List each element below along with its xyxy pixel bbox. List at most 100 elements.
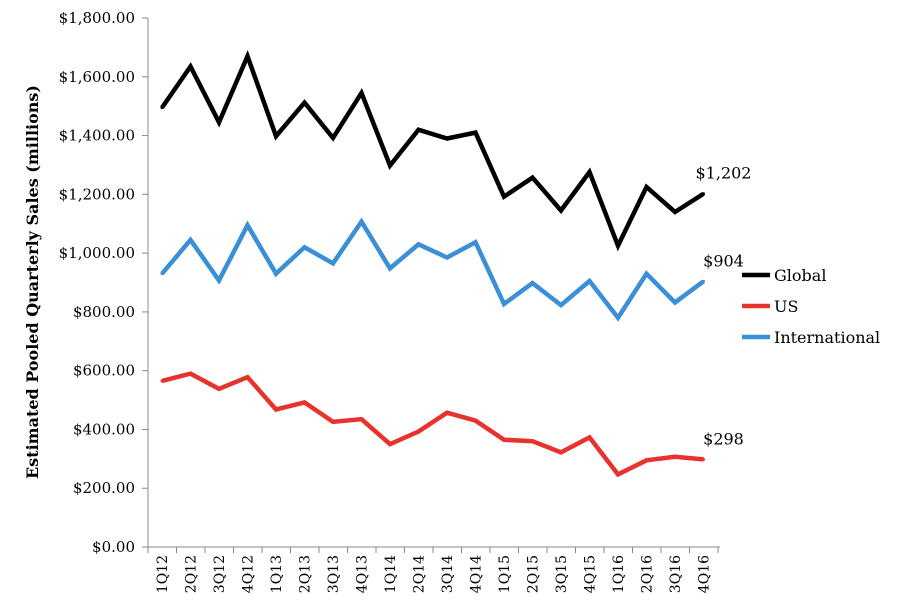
data-point-us xyxy=(502,438,506,442)
data-point-us xyxy=(274,407,278,411)
data-point-global xyxy=(274,134,278,138)
y-tick-label: $600.00 xyxy=(73,362,135,380)
data-point-us xyxy=(246,375,249,379)
y-axis: $0.00 $200.00 $400.00 $600.00 $800.00 $1,000.… xyxy=(59,9,149,556)
data-point-international xyxy=(445,256,449,260)
data-point-us xyxy=(588,435,591,439)
data-point-global xyxy=(588,170,591,174)
x-axis: 1Q12 2Q12 3Q12 4Q12 1Q13 2Q13 3Q13 4Q13 1Q14 2Q14… xyxy=(147,546,720,593)
data-point-international xyxy=(274,272,278,276)
data-point-us xyxy=(559,450,563,454)
x-tick-label: 3Q15 xyxy=(554,555,570,593)
data-point-international xyxy=(246,223,249,227)
x-tick-label: 2Q15 xyxy=(526,555,542,593)
y-tick-label: $800.00 xyxy=(73,303,135,321)
data-point-global xyxy=(160,106,164,110)
x-tick-label: 1Q15 xyxy=(497,555,513,593)
data-point-global xyxy=(417,128,420,132)
data-point-international xyxy=(331,261,335,265)
y-tick-label: $1,400.00 xyxy=(59,127,135,145)
annotation-layer: $1,202 $904 $298 xyxy=(696,164,752,449)
data-point-international xyxy=(559,303,563,307)
series-line-us xyxy=(161,371,704,478)
data-point-us xyxy=(217,387,221,391)
legend: Global US International xyxy=(742,266,880,347)
data-point-us xyxy=(673,455,677,459)
data-point-global xyxy=(360,91,363,95)
data-point-international xyxy=(474,240,477,244)
legend-label-international: International xyxy=(774,328,880,347)
data-point-us xyxy=(417,430,420,434)
data-point-us xyxy=(331,420,335,424)
x-tick-label: 3Q13 xyxy=(326,555,342,593)
data-point-global xyxy=(474,131,477,135)
x-tick-label: 3Q14 xyxy=(440,555,456,593)
data-point-us xyxy=(303,400,306,404)
data-point-global xyxy=(217,120,221,124)
data-point-global xyxy=(616,244,620,248)
data-point-global xyxy=(702,192,705,196)
data-point-international xyxy=(303,245,306,249)
x-tick-label: 4Q16 xyxy=(697,555,713,593)
x-tick-label: 3Q16 xyxy=(668,555,684,593)
data-point-global xyxy=(645,185,648,189)
y-axis-label: Estimated Pooled Quarterly Sales (millio… xyxy=(23,85,42,479)
data-point-us xyxy=(189,372,192,376)
data-point-us xyxy=(702,457,705,461)
x-tick-label: 2Q13 xyxy=(298,555,314,593)
y-tick-label: $1,600.00 xyxy=(59,68,135,86)
data-point-global xyxy=(502,195,506,199)
data-point-us xyxy=(474,419,477,423)
data-point-international xyxy=(702,279,705,283)
data-point-international xyxy=(673,300,677,304)
x-tick-label: 4Q15 xyxy=(583,555,599,593)
data-point-global xyxy=(388,164,392,168)
data-point-global xyxy=(331,136,335,140)
data-point-us xyxy=(360,417,363,421)
series-layer xyxy=(160,50,705,478)
data-point-global xyxy=(531,176,534,180)
data-point-international xyxy=(502,302,506,306)
x-tick-label: 4Q14 xyxy=(469,555,485,593)
y-tick-label: $400.00 xyxy=(73,420,135,438)
x-tick-label: 1Q13 xyxy=(269,555,285,593)
data-point-international xyxy=(531,281,534,285)
x-tick-label: 3Q12 xyxy=(212,555,228,593)
data-point-us xyxy=(616,472,620,476)
data-point-global xyxy=(445,136,449,140)
data-point-international xyxy=(645,272,648,276)
y-tick-label: $0.00 xyxy=(92,538,135,556)
x-tick-label: 4Q13 xyxy=(355,555,371,593)
data-point-global xyxy=(303,101,306,105)
end-value-label: $298 xyxy=(703,429,744,448)
data-point-us xyxy=(645,458,648,462)
data-point-international xyxy=(588,279,591,283)
data-point-global xyxy=(246,54,249,58)
data-point-international xyxy=(360,220,363,224)
x-tick-label: 2Q12 xyxy=(184,555,200,593)
data-point-international xyxy=(616,316,620,320)
y-tick-label: $1,200.00 xyxy=(59,185,135,203)
x-tick-label: 1Q12 xyxy=(155,555,171,593)
data-point-international xyxy=(417,242,420,246)
y-tick-label: $200.00 xyxy=(73,479,135,497)
data-point-global xyxy=(189,64,192,68)
data-point-us xyxy=(160,379,164,383)
end-value-label: $904 xyxy=(703,251,744,270)
y-tick-label: $1,000.00 xyxy=(59,244,135,262)
x-tick-label: 4Q12 xyxy=(241,555,257,593)
data-point-global xyxy=(673,210,677,214)
data-point-international xyxy=(217,278,221,282)
data-point-international xyxy=(388,266,392,270)
x-tick-label: 1Q16 xyxy=(611,555,627,593)
data-point-international xyxy=(160,272,164,276)
x-tick-label: 1Q14 xyxy=(383,555,399,593)
series-line-global xyxy=(160,50,705,252)
data-point-global xyxy=(559,208,563,212)
legend-label-us: US xyxy=(774,297,798,316)
data-point-us xyxy=(531,439,534,443)
x-tick-label: 2Q16 xyxy=(640,555,656,593)
data-point-us xyxy=(388,442,392,446)
data-point-international xyxy=(189,238,192,242)
y-tick-label: $1,800.00 xyxy=(59,9,135,27)
